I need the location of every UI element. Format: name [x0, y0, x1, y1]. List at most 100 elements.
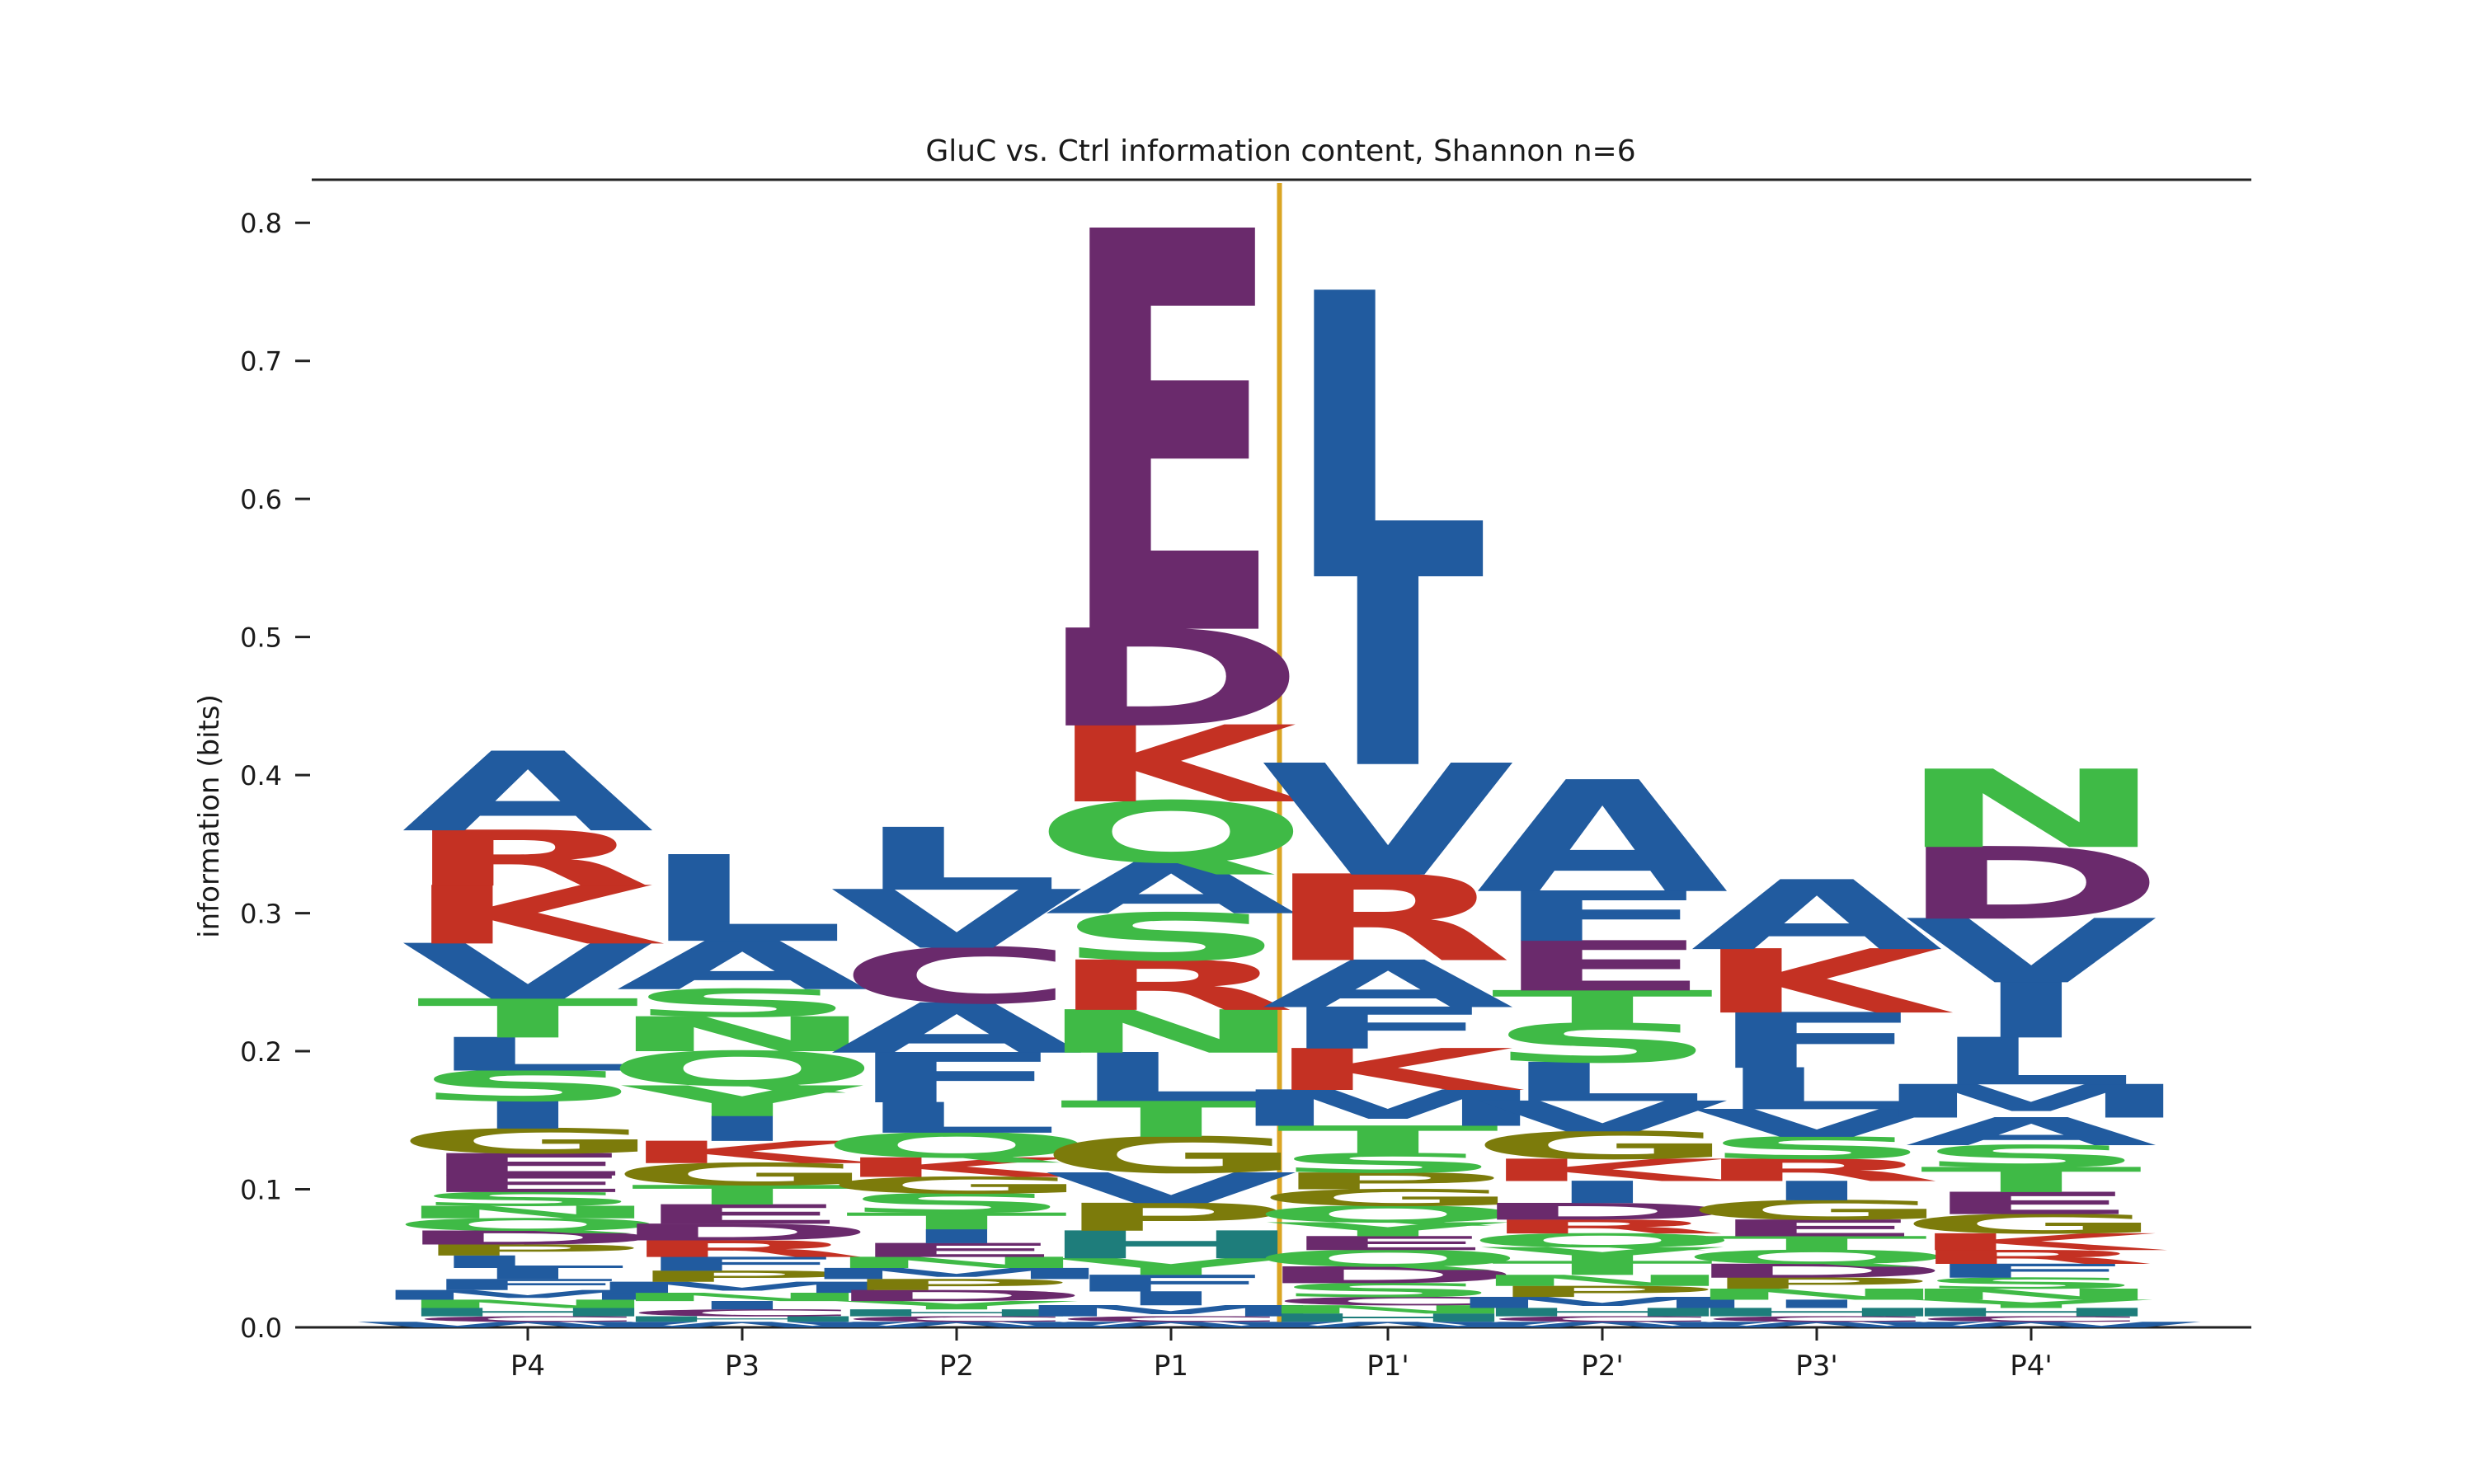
logo-letter-glyph: M	[365, 1287, 689, 1303]
logo-letter-E: E	[1277, 1233, 1499, 1255]
logo-letter-glyph: L	[1067, 1039, 1275, 1117]
logo-letter-glyph: P	[1051, 1195, 1291, 1240]
logo-letter-V: V	[830, 873, 1085, 967]
logo-letter-F: F	[1705, 997, 1928, 1087]
logo-letter-F: F	[416, 1275, 639, 1294]
logo-letter-G: G	[609, 1157, 876, 1192]
logo-letter-glyph: D	[393, 1227, 663, 1249]
logo-letter-S: S	[840, 1188, 1075, 1219]
logo-letter-A: A	[1262, 946, 1517, 1022]
logo-letter-K: K	[1476, 1153, 1741, 1188]
logo-letter-F: F	[1491, 877, 1714, 957]
logo-letter-T: T	[1491, 981, 1715, 1035]
letter-stacks: WCHNMFILPDQNSEEGISLTVKRAWHCINMPFRDETGKIY…	[348, 119, 2211, 1329]
logo-letter-glyph: T	[416, 988, 641, 1050]
logo-letter-T: T	[1491, 1257, 1715, 1280]
logo-letter-G: G	[1469, 1124, 1736, 1168]
logo-letter-glyph: R	[402, 815, 653, 904]
logo-letter-D: D	[1896, 826, 2166, 942]
logo-letter-S: S	[1914, 1139, 2149, 1174]
logo-letter-A: A	[1691, 860, 1945, 971]
logo-letter-glyph: K	[1045, 704, 1310, 827]
logo-letter-V: V	[1691, 1101, 1945, 1146]
logo-letter-glyph: N	[392, 1202, 665, 1222]
logo-letter-glyph: S	[1914, 1275, 2149, 1293]
logo-letter-I: I	[681, 1298, 802, 1312]
logo-letter-K: K	[1691, 931, 1955, 1034]
logo-letter-glyph: D	[1681, 1260, 1952, 1282]
logo-letter-glyph: C	[1912, 1315, 2151, 1324]
y-tick-label: 0.6	[240, 484, 282, 515]
logo-letter-glyph: C	[837, 1315, 1076, 1324]
logo-letter-glyph: M	[580, 1279, 904, 1297]
logo-letter-C: C	[623, 1308, 862, 1319]
logo-letter-H: H	[1681, 1306, 1954, 1319]
logo-letter-glyph: N	[1681, 1285, 1954, 1303]
logo-letter-glyph: E	[416, 1171, 639, 1197]
logo-letter-glyph: L	[1498, 1051, 1706, 1114]
logo-letter-glyph: V	[1476, 1092, 1731, 1142]
logo-letter-glyph: T	[1705, 1233, 1930, 1255]
logo-letter-A: A	[616, 927, 871, 1005]
logo-letter-glyph: H	[1252, 1311, 1525, 1324]
logo-letter-T: T	[631, 1180, 855, 1211]
logo-letter-glyph: C	[1051, 1315, 1291, 1324]
logo-letter-N: N	[392, 1202, 665, 1222]
logo-letter-glyph: Q	[389, 1214, 666, 1234]
x-tick-label: P3'	[1795, 1350, 1837, 1383]
logo-letter-F: F	[1920, 1260, 2142, 1282]
x-tick-label: P4'	[2010, 1350, 2052, 1383]
logo-letter-K: K	[402, 869, 666, 963]
logo-letter-K: K	[616, 1134, 881, 1170]
logo-letter-glyph: N	[821, 1254, 1094, 1272]
logo-letter-glyph: Q	[818, 1125, 1095, 1166]
logo-letter-N: N	[1035, 998, 1308, 1067]
logo-letter-I: I	[467, 1093, 588, 1138]
logo-letter-glyph: S	[840, 1188, 1075, 1219]
logo-letter-glyph: W	[1851, 1320, 2211, 1329]
logo-letter-glyph: I	[1541, 1175, 1663, 1210]
logo-letter-glyph: R	[1906, 1246, 2157, 1268]
logo-letter-T: T	[1060, 1091, 1284, 1148]
logo-letter-glyph: Q	[1249, 1246, 1526, 1272]
logo-letter-A: A	[1045, 848, 1300, 930]
logo-letter-A: A	[1476, 749, 1731, 928]
logo-letter-glyph: E	[1060, 119, 1282, 758]
logo-letter-glyph: H	[606, 1315, 879, 1324]
logo-letter-glyph: P	[1268, 1168, 1507, 1195]
x-tick-label: P2	[939, 1350, 974, 1383]
logo-letter-glyph: D	[1253, 1262, 1523, 1289]
logo-letter-glyph: E	[1705, 1215, 1928, 1242]
logo-letter-P: P	[1483, 1283, 1722, 1301]
logo-letter-D: D	[1253, 1262, 1523, 1289]
logo-letter-L: L	[424, 1028, 632, 1082]
logo-letter-glyph: K	[1262, 1036, 1526, 1103]
logo-letter-W: W	[1423, 1320, 1782, 1329]
logo-letter-M: M	[1009, 1302, 1333, 1320]
logo-letter-glyph: F	[1920, 1260, 2142, 1282]
logo-letter-N: N	[392, 1298, 665, 1311]
logo-letter-glyph: Q	[604, 1041, 881, 1097]
logo-letter-glyph: V	[1045, 1164, 1300, 1214]
logo-letter-F: F	[1060, 1270, 1282, 1297]
logo-letter-D: D	[1036, 601, 1306, 758]
logo-letter-E: E	[1705, 1215, 1928, 1242]
logo-letter-glyph: H	[1466, 1306, 1739, 1319]
logo-letter-glyph: D	[607, 1219, 877, 1246]
logo-letter-P: P	[1268, 1168, 1507, 1195]
logo-letter-C: C	[1051, 1315, 1291, 1324]
logo-letter-glyph: K	[402, 869, 666, 963]
logo-letter-T: T	[416, 988, 641, 1050]
logo-letter-A: A	[402, 729, 656, 857]
logo-letter-glyph: T	[1491, 981, 1715, 1035]
logo-letter-I: I	[681, 1109, 802, 1149]
logo-letter-H: H	[606, 1315, 879, 1324]
logo-letter-glyph: P	[623, 1267, 862, 1285]
logo-letter-glyph: Y	[1479, 1243, 1724, 1266]
logo-letter-Y: Y	[1479, 1243, 1724, 1266]
logo-letter-glyph: Q	[1249, 1201, 1526, 1228]
logo-letter-glyph: T	[1277, 1118, 1501, 1162]
logo-letter-glyph: L	[1284, 212, 1492, 669]
y-tick-label: 0.3	[240, 899, 282, 930]
logo-letter-glyph: A	[402, 729, 656, 857]
